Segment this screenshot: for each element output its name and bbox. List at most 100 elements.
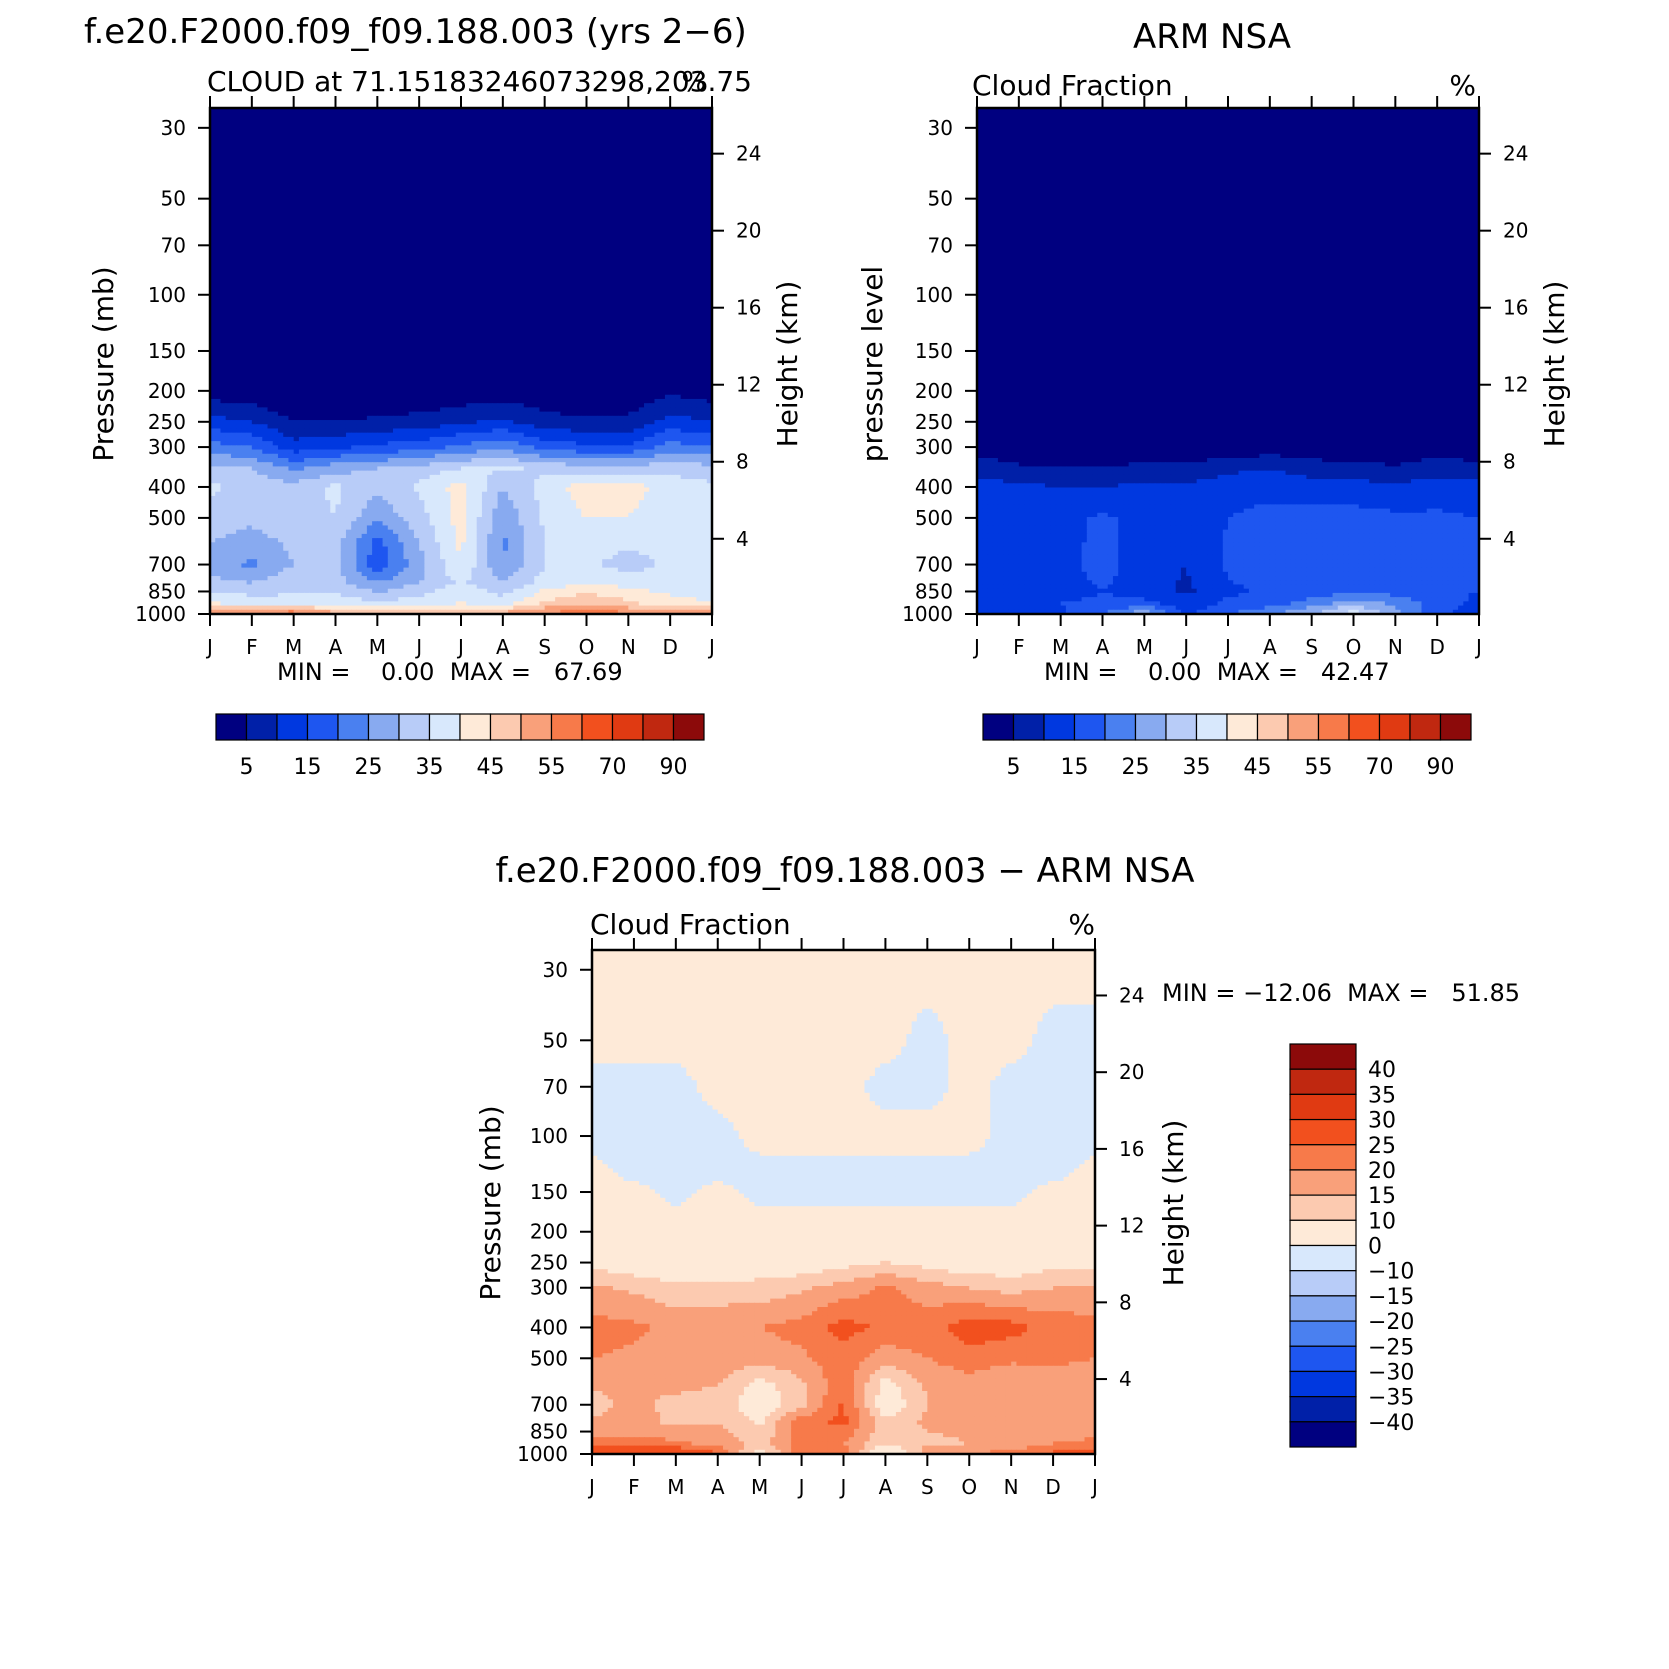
contour-cell [388, 129, 394, 134]
contour-cell [383, 129, 389, 134]
contour-cell [278, 159, 284, 164]
contour-cell [508, 146, 514, 151]
contour-cell [623, 171, 629, 176]
contour-cell [675, 150, 681, 155]
contour-cell [592, 243, 598, 248]
contour-cell [466, 310, 472, 315]
contour-cell [597, 192, 603, 197]
contour-cell [461, 239, 467, 244]
contour-cell [424, 272, 430, 277]
contour-cell [566, 171, 572, 176]
contour-cell [330, 247, 336, 252]
contour-cell [519, 159, 525, 164]
contour-cell [440, 167, 446, 172]
contour-cell [602, 302, 608, 307]
contour-cell [414, 298, 420, 303]
contour-cell [461, 205, 467, 210]
contour-cell [545, 264, 551, 269]
contour-cell [351, 222, 357, 227]
contour-cell [681, 243, 687, 248]
contour-cell [262, 213, 268, 218]
contour-cell [545, 180, 551, 185]
contour-cell [325, 260, 331, 265]
contour-cell [587, 188, 593, 193]
contour-cell [466, 112, 472, 117]
contour-cell [644, 129, 650, 134]
contour-cell [398, 146, 404, 151]
contour-cell [487, 285, 493, 290]
contour-cell [388, 323, 394, 328]
contour-cell [560, 302, 566, 307]
contour-cell [660, 209, 666, 214]
contour-cell [534, 142, 540, 147]
contour-cell [304, 180, 310, 185]
contour-cell [262, 192, 268, 197]
contour-cell [513, 116, 519, 121]
contour-cell [566, 243, 572, 248]
contour-cell [231, 138, 237, 143]
contour-cell [696, 315, 702, 320]
contour-cell [550, 222, 556, 227]
contour-cell [409, 230, 415, 235]
contour-cell [278, 121, 284, 126]
contour-cell [670, 201, 676, 206]
contour-cell [247, 163, 253, 168]
contour-cell [414, 197, 420, 202]
contour-cell [649, 150, 655, 155]
contour-cell [623, 319, 629, 324]
contour-cell [262, 125, 268, 130]
contour-cell [660, 239, 666, 244]
contour-cell [571, 125, 577, 130]
contour-cell [383, 285, 389, 290]
contour-cell [451, 197, 457, 202]
contour-cell [654, 213, 660, 218]
contour-cell [430, 209, 436, 214]
contour-cell [498, 294, 504, 299]
contour-cell [670, 230, 676, 235]
contour-cell [330, 142, 336, 147]
contour-cell [236, 256, 242, 261]
contour-cell [445, 116, 451, 121]
contour-cell [304, 209, 310, 214]
contour-cell [273, 298, 279, 303]
contour-cell [654, 175, 660, 180]
contour-cell [534, 184, 540, 189]
contour-cell [670, 243, 676, 248]
contour-cell [628, 239, 634, 244]
contour-cell [414, 289, 420, 294]
contour-cell [592, 323, 598, 328]
contour-cell [288, 323, 294, 328]
contour-cell [644, 272, 650, 277]
contour-cell [231, 129, 237, 134]
contour-cell [330, 222, 336, 227]
contour-cell [508, 129, 514, 134]
contour-cell [356, 192, 362, 197]
contour-cell [220, 154, 226, 159]
contour-cell [555, 302, 561, 307]
contour-cell [471, 294, 477, 299]
contour-cell [377, 285, 383, 290]
contour-cell [534, 289, 540, 294]
contour-cell [336, 159, 342, 164]
contour-cell [665, 272, 671, 277]
contour-cell [231, 133, 237, 138]
contour-cell [356, 163, 362, 168]
contour-cell [424, 138, 430, 143]
contour-cell [215, 222, 221, 227]
contour-cell [492, 150, 498, 155]
contour-cell [320, 163, 326, 168]
contour-cell [602, 281, 608, 286]
contour-cell [529, 323, 535, 328]
contour-cell [215, 175, 221, 180]
contour-cell [644, 302, 650, 307]
contour-cell [252, 239, 258, 244]
contour-cell [294, 125, 300, 130]
contour-cell [330, 268, 336, 273]
contour-cell [660, 319, 666, 324]
contour-cell [592, 184, 598, 189]
contour-cell [283, 213, 289, 218]
contour-cell [236, 323, 242, 328]
contour-cell [681, 133, 687, 138]
contour-cell [560, 192, 566, 197]
contour-cell [273, 247, 279, 252]
